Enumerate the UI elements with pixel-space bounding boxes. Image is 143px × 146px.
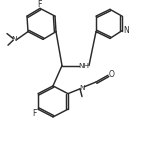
Text: F: F [32,108,36,118]
Text: N: N [123,26,129,35]
Text: F: F [38,0,42,9]
Text: NH: NH [79,62,90,69]
Text: N: N [79,85,85,91]
Text: O: O [109,70,115,79]
Text: N: N [11,36,17,42]
